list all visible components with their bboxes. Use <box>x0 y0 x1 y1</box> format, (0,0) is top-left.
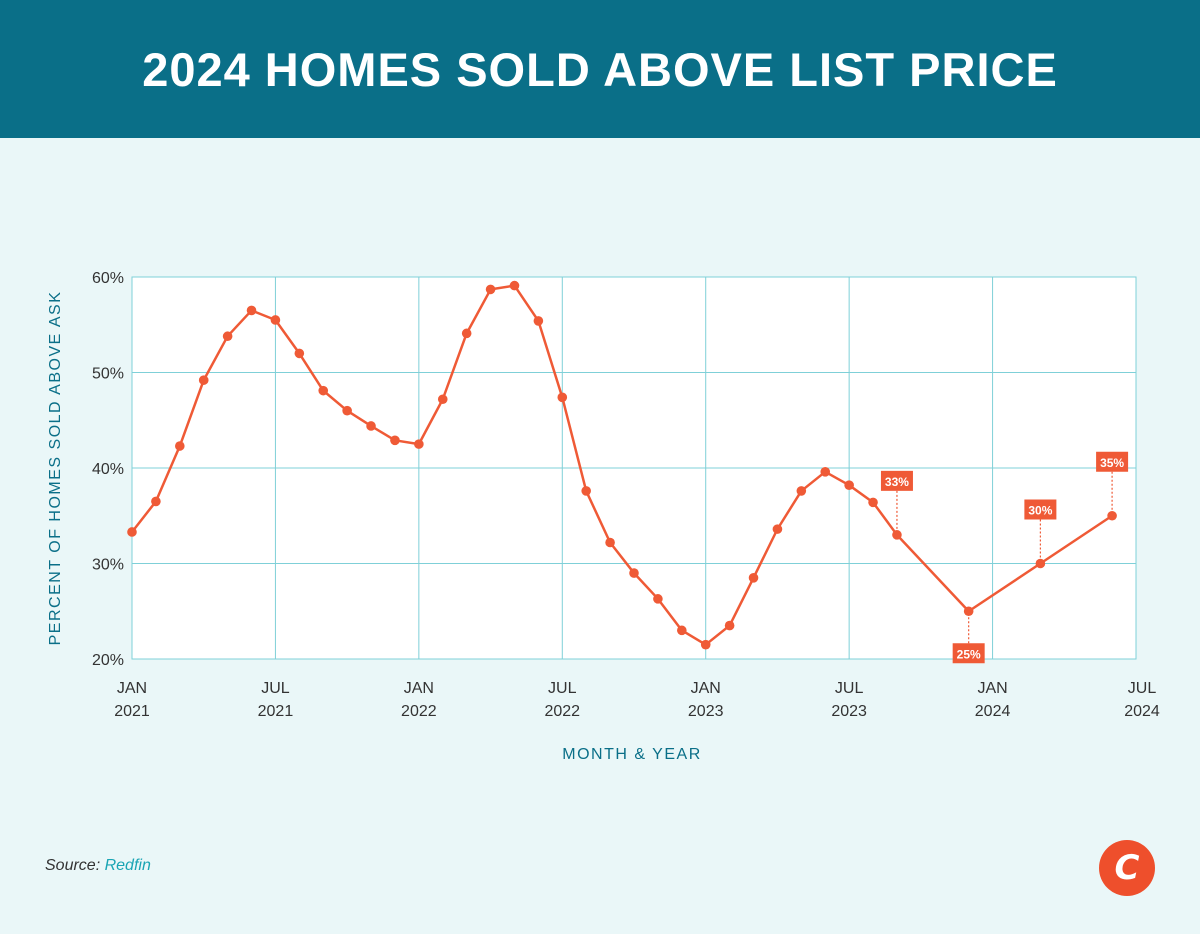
annotation-label: 30% <box>1028 504 1052 518</box>
data-point <box>677 625 687 636</box>
data-point <box>605 537 615 548</box>
data-point <box>557 392 568 403</box>
data-point <box>127 527 137 537</box>
data-point <box>748 573 759 583</box>
x-tick-month: JUL <box>1128 680 1157 697</box>
data-point <box>581 486 591 496</box>
data-point <box>1035 558 1046 569</box>
data-point <box>318 385 329 396</box>
data-point <box>390 435 400 446</box>
page-header: 2024 HOMES SOLD ABOVE LIST PRICE <box>0 0 1200 138</box>
data-point <box>820 467 831 477</box>
data-point <box>724 620 735 631</box>
source-note: Source: Redfin <box>45 857 151 875</box>
x-tick-year: 2024 <box>975 703 1011 720</box>
brand-logo-icon: C <box>1099 840 1155 896</box>
x-tick-year: 2021 <box>258 703 294 720</box>
data-point <box>342 405 352 416</box>
annotation-label: 25% <box>957 647 981 661</box>
x-tick-month: JUL <box>261 680 290 697</box>
y-tick-label: 60% <box>92 270 124 287</box>
data-point <box>246 305 257 316</box>
data-point <box>533 316 544 326</box>
y-axis-title: PERCENT OF HOMES SOLD ABOVE ASK <box>47 291 64 646</box>
x-tick-month: JAN <box>117 680 147 697</box>
data-point <box>222 331 233 342</box>
data-point <box>963 606 974 617</box>
x-tick-year: 2024 <box>1124 703 1160 720</box>
data-point <box>151 496 161 507</box>
data-point <box>868 497 878 508</box>
data-point <box>270 315 281 325</box>
x-tick-year: 2023 <box>688 703 724 720</box>
data-point <box>294 348 305 359</box>
data-point <box>892 530 902 540</box>
x-tick-year: 2022 <box>401 703 437 720</box>
data-point <box>844 480 854 490</box>
data-point <box>700 639 711 650</box>
x-tick-year: 2022 <box>544 703 580 720</box>
x-tick-month: JAN <box>691 680 721 697</box>
data-point <box>1107 510 1117 521</box>
x-tick-month: JAN <box>404 680 434 697</box>
data-point <box>509 280 520 291</box>
x-tick-month: JUL <box>835 680 864 697</box>
x-axis-title: MONTH & YEAR <box>562 746 702 763</box>
page-title: 2024 HOMES SOLD ABOVE LIST PRICE <box>142 42 1058 96</box>
y-tick-label: 50% <box>92 366 124 383</box>
data-point <box>366 421 376 431</box>
data-point <box>414 439 424 449</box>
data-point <box>653 594 663 604</box>
brand-logo-glyph: C <box>1114 848 1140 888</box>
annotation-box <box>1096 451 1129 472</box>
data-point <box>198 375 209 385</box>
annotation-box <box>952 643 985 664</box>
annotation-box <box>1024 499 1057 520</box>
y-tick-label: 20% <box>92 652 124 669</box>
data-point <box>461 328 472 339</box>
annotation-label: 33% <box>885 475 909 489</box>
data-point <box>175 441 185 451</box>
y-tick-label: 40% <box>92 461 124 478</box>
data-point <box>485 284 496 295</box>
x-tick-month: JAN <box>977 680 1007 697</box>
annotation-label: 35% <box>1100 456 1124 470</box>
x-tick-month: JUL <box>548 680 577 697</box>
source-link[interactable]: Redfin <box>104 857 151 874</box>
y-tick-label: 30% <box>92 557 124 574</box>
data-point <box>772 524 783 534</box>
x-tick-year: 2023 <box>831 703 867 720</box>
x-tick-year: 2021 <box>114 703 150 720</box>
data-point <box>629 568 639 578</box>
source-label: Source: <box>45 857 101 874</box>
data-point <box>437 394 448 405</box>
data-point <box>796 486 807 496</box>
annotation-box <box>880 470 913 491</box>
